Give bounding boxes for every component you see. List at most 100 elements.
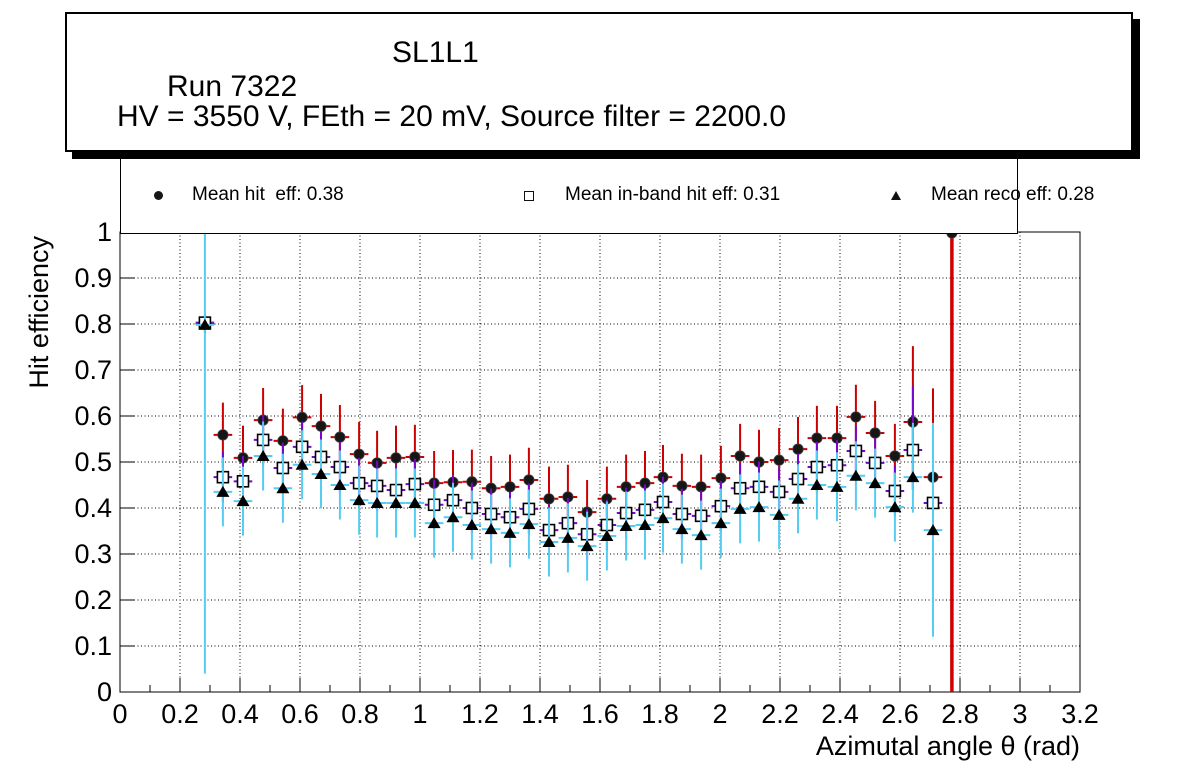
x-tick-label: 0.6	[281, 699, 319, 729]
data-point-triangle	[830, 480, 844, 492]
error-bars-hit	[195, 232, 962, 692]
data-point-circle	[734, 450, 746, 462]
data-point-circle	[504, 481, 516, 493]
x-axis-title: Azimutal angle θ (rad)	[816, 731, 1080, 761]
data-point-triangle	[926, 524, 940, 536]
legend-entry-reco: Mean reco eff: 0.28	[719, 157, 1094, 233]
data-point-triangle	[580, 540, 594, 552]
data-point-triangle	[675, 523, 689, 535]
data-point-triangle	[522, 518, 536, 530]
data-point-circle	[850, 411, 862, 423]
x-tick-label: 0.4	[221, 699, 259, 729]
tick-labels: 0 0.2 0.4 0.6 0.8 1 1.2 1.4 1.6 1.8 2 2.2 2.4 2.6 2.8 3…	[74, 217, 1098, 729]
title-box: Run 7322 SL1L1 HV = 3550 V, FEth = 20 mV…	[65, 12, 1133, 152]
data-point-triangle	[906, 471, 920, 483]
data-point-triangle	[408, 496, 422, 508]
data-point-circle	[296, 411, 308, 423]
legend-entry-hit: Mean hit eff: 0.38	[121, 157, 420, 233]
run-conditions: HV = 3550 V, FEth = 20 mV, Source filter…	[117, 100, 787, 133]
data-point-circle	[889, 450, 901, 462]
data-point-triangle	[503, 526, 517, 538]
open-square-icon	[524, 191, 534, 201]
x-tick-label: 3	[1012, 699, 1027, 729]
data-point-triangle	[465, 519, 479, 531]
data-point-triangle	[333, 479, 347, 490]
data-point-circle	[390, 452, 402, 464]
data-point-triangle	[314, 467, 328, 479]
x-tick-label: 1.4	[521, 699, 559, 729]
x-tick-label: 0	[112, 699, 127, 729]
data-point-circle	[792, 443, 804, 455]
data-point-triangle	[849, 469, 863, 481]
data-point-circle	[773, 454, 785, 466]
x-tick-label: 1.6	[581, 699, 619, 729]
x-tick-label: 1	[412, 699, 427, 729]
data-point-triangle	[733, 502, 747, 514]
data-point-triangle	[427, 517, 441, 529]
data-point-triangle	[619, 519, 633, 531]
data-point-triangle	[714, 517, 728, 529]
y-tick-label: 0.9	[74, 263, 112, 293]
data-point-triangle	[638, 519, 652, 531]
x-tick-label: 3.2	[1061, 699, 1099, 729]
data-point-triangle	[542, 536, 556, 548]
data-point-circle	[523, 474, 535, 486]
data-point-triangle	[295, 458, 309, 470]
data-point-circle	[869, 427, 881, 439]
data-point-triangle	[446, 511, 460, 523]
filled-circle-icon	[154, 191, 163, 200]
series-reco	[195, 232, 943, 674]
y-tick-label: 0	[97, 677, 112, 707]
filled-triangle-icon	[891, 191, 901, 200]
data-point-triangle	[484, 523, 498, 535]
legend: Mean hit eff: 0.38 Mean in-band hit eff:…	[120, 156, 1094, 234]
data-point-circle	[543, 493, 555, 505]
x-tick-label: 2.6	[881, 699, 919, 729]
data-point-circle	[353, 448, 365, 460]
legend-label-hit: Mean hit eff: 0.38	[192, 184, 344, 205]
y-tick-label: 0.6	[74, 401, 112, 431]
x-tick-label: 2.8	[941, 699, 979, 729]
data-point-circle	[334, 431, 346, 443]
data-point-triangle	[600, 530, 614, 542]
x-tick-label: 2.4	[821, 699, 859, 729]
legend-label-inband: Mean in-band hit eff: 0.31	[565, 184, 781, 205]
data-point-triangle	[216, 485, 230, 497]
legend-entry-inband: Mean in-band hit eff: 0.31	[420, 157, 780, 233]
markers-inband	[198, 316, 940, 541]
axis-ticks	[119, 231, 1081, 693]
x-tick-label: 2.2	[761, 699, 799, 729]
data-point-triangle	[772, 508, 786, 520]
x-tick-label: 2	[712, 699, 727, 729]
run-number: Run 7322	[167, 70, 298, 103]
data-point-triangle	[370, 496, 384, 508]
data-area	[195, 232, 962, 692]
data-point-triangle	[810, 479, 824, 490]
markers-reco	[198, 318, 940, 552]
y-tick-label: 0.7	[74, 355, 112, 385]
data-point-circle	[217, 429, 229, 441]
data-point-triangle	[656, 512, 670, 524]
legend-label-reco: Mean reco eff: 0.28	[931, 184, 1095, 205]
data-point-triangle	[256, 450, 270, 462]
x-tick-label: 1.8	[641, 699, 679, 729]
grid	[120, 232, 1080, 692]
y-tick-label: 0.2	[74, 585, 112, 615]
data-point-triangle	[561, 531, 575, 543]
data-point-triangle	[198, 318, 212, 330]
data-point-triangle	[791, 492, 805, 504]
data-point-circle	[811, 432, 823, 444]
data-point-triangle	[868, 477, 882, 489]
data-point-triangle	[752, 501, 766, 513]
y-axis-title: Hit efficiency	[24, 236, 54, 389]
error-bars-reco	[195, 232, 943, 674]
data-point-circle	[695, 481, 707, 493]
data-point-triangle	[236, 495, 250, 507]
detector-label: SL1L1	[392, 36, 479, 69]
title-line-1: Run 7322 SL1L1	[117, 36, 479, 172]
data-point-triangle	[276, 482, 290, 494]
data-point-triangle	[694, 529, 708, 541]
data-point-triangle	[389, 496, 403, 508]
